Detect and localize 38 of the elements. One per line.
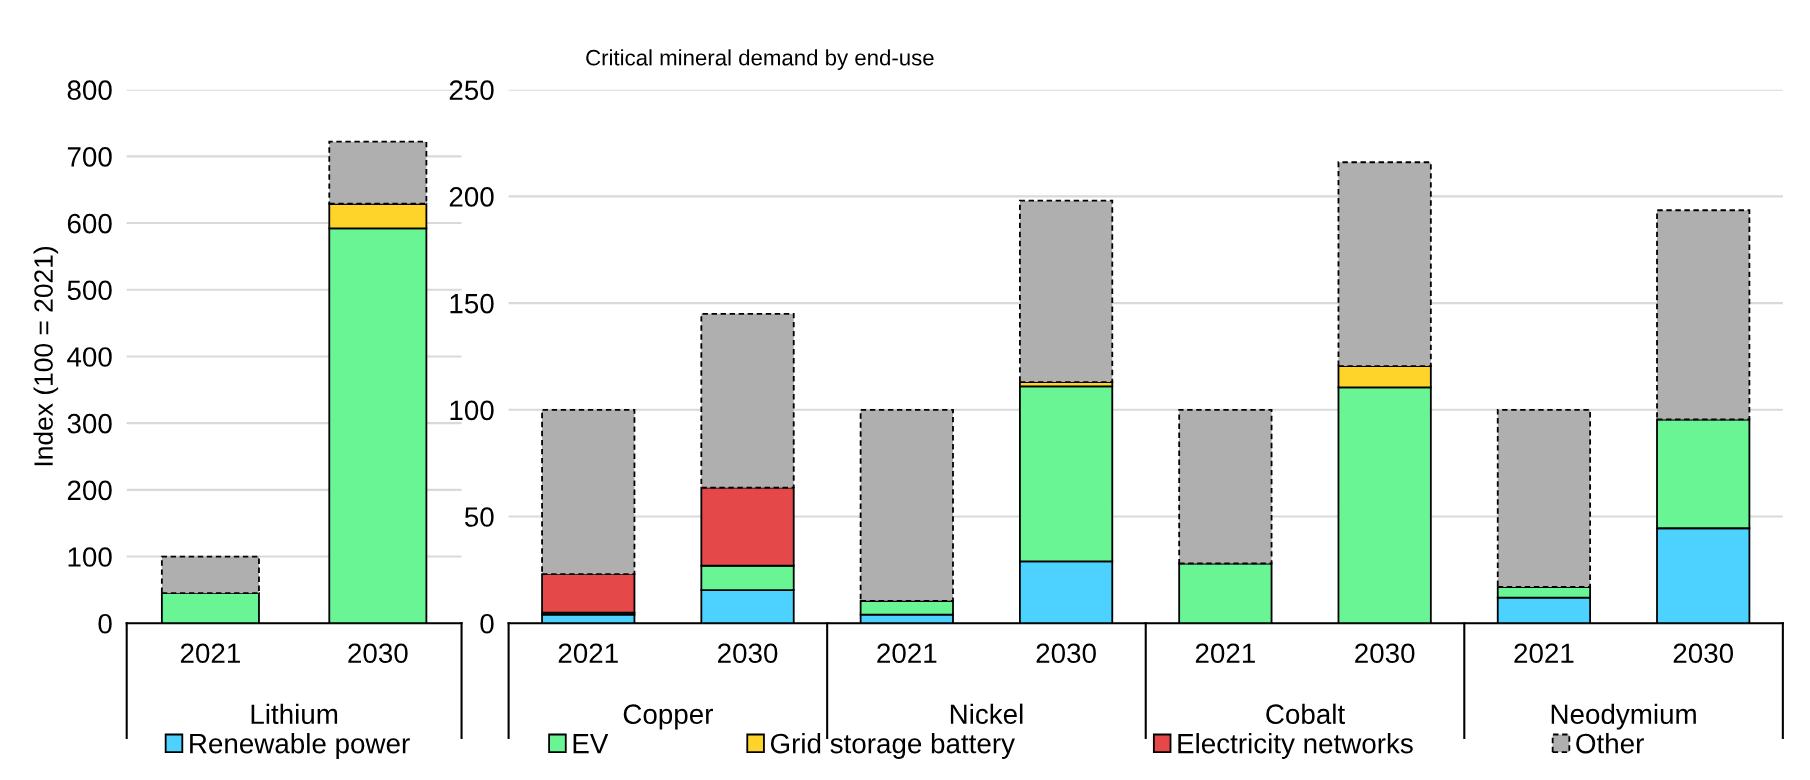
x-tick-label: 2021 <box>1514 643 1574 664</box>
y-tick-label: 200 <box>67 480 112 501</box>
x-tick-label: 2030 <box>348 643 408 664</box>
x-tick-label: 2021 <box>877 643 937 664</box>
y-tick-label: 0 <box>480 613 494 634</box>
x-tick-label: 2030 <box>1673 643 1734 664</box>
x-tick-label: 2021 <box>1195 643 1255 664</box>
y-tick-label: 700 <box>67 147 112 167</box>
chart-title: Critical mineral demand by end-use <box>586 49 934 70</box>
text: Cobalt <box>1266 703 1345 725</box>
x-tick-label: 2021 <box>558 643 618 664</box>
x-tick-label: 2021 <box>180 643 240 664</box>
legend-label: Other <box>1576 733 1644 754</box>
y-tick-label: 0 <box>98 613 112 634</box>
y-tick-label: 50 <box>464 507 494 527</box>
text: Nickel <box>950 703 1023 725</box>
y-axis-title: Index (100 = 2021) <box>33 246 59 466</box>
x-tick-label: 2030 <box>1036 643 1096 664</box>
y-tick-label: 250 <box>449 80 494 101</box>
text: Lithium <box>251 703 338 725</box>
legend-label: EV <box>573 734 609 754</box>
y-tick-label: 400 <box>67 347 112 367</box>
legend-label: Renewable power <box>190 733 410 759</box>
bar <box>1018 199 1114 383</box>
y-tick-label: 100 <box>68 547 112 567</box>
y-tick-label: 300 <box>67 413 112 434</box>
text: Copper <box>623 704 713 730</box>
y-tick-label: 800 <box>67 80 112 101</box>
y-tick-label: 150 <box>450 293 494 314</box>
x-tick-label: 2030 <box>718 643 778 664</box>
y-tick-label: 600 <box>67 213 112 234</box>
x-tick-label: 2030 <box>1355 643 1415 664</box>
legend-label: Electricity networks <box>1178 733 1413 759</box>
legend-label: Grid storage battery <box>770 733 1015 759</box>
y-tick-label: 200 <box>449 187 494 207</box>
text: Neodymium <box>1551 703 1696 730</box>
y-tick-label: 500 <box>67 280 112 301</box>
y-tick-label: 100 <box>450 400 494 421</box>
